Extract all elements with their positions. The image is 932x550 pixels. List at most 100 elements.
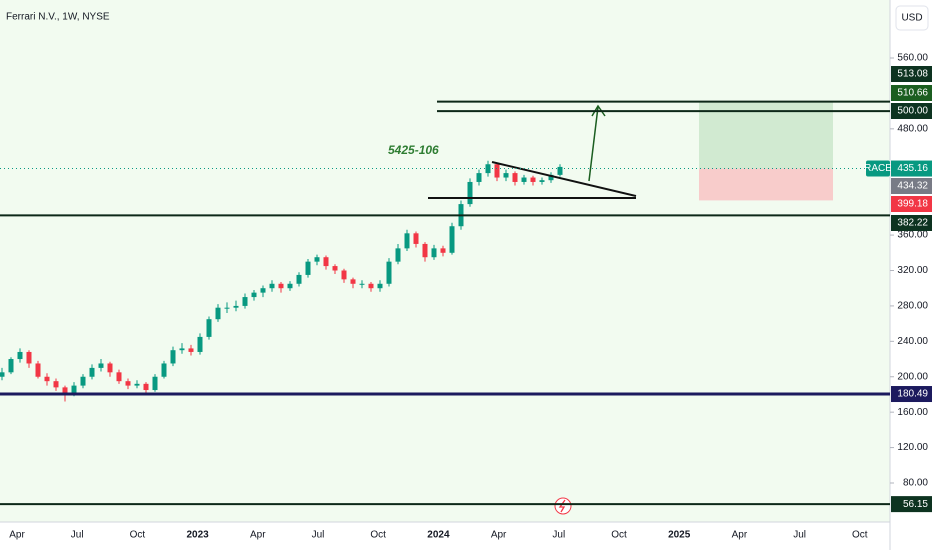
time-tick-label: Oct: [611, 530, 627, 541]
time-tick-label: Apr: [250, 530, 266, 541]
candle-body: [404, 233, 410, 249]
candle-body: [71, 385, 77, 395]
candle-body: [368, 283, 374, 289]
plot-background: [0, 0, 890, 522]
level-badge: [891, 496, 932, 513]
time-tick-label: Jul: [71, 530, 84, 541]
candle-body: [62, 387, 68, 395]
candle-body: [179, 348, 185, 351]
time-tick-label: Oct: [130, 530, 146, 541]
level-badge: [891, 386, 932, 403]
level-label: 513.08: [897, 69, 928, 80]
candle-body: [80, 376, 86, 386]
price-tick-label: 120.00: [897, 442, 928, 453]
time-tick-label: Oct: [852, 530, 868, 541]
candle-body: [377, 283, 383, 289]
level-badge: [891, 85, 932, 101]
candle-body: [161, 363, 167, 377]
level-label: 382.22: [897, 218, 928, 229]
currency[interactable]: USD: [901, 13, 922, 24]
candle-body: [449, 226, 455, 253]
price-tick-label: 240.00: [897, 336, 928, 347]
candle-body: [521, 177, 527, 182]
candle-body: [323, 257, 329, 267]
projection-arrow: [588, 106, 599, 182]
candle-body: [35, 363, 41, 377]
candle-body: [242, 297, 248, 306]
candle-body: [350, 279, 356, 284]
price-badge: [891, 160, 932, 177]
candle-body: [341, 270, 347, 280]
time-tick-label: Jul: [793, 530, 806, 541]
time-tick-label: Oct: [370, 530, 386, 541]
annotation: 5425-106: [388, 143, 439, 157]
level-label: 500.00: [897, 106, 928, 117]
time-axis-panel: [0, 522, 890, 550]
candle-body: [125, 381, 131, 386]
candle-body: [251, 292, 257, 298]
candle-body: [467, 181, 473, 205]
candle-body: [530, 177, 536, 182]
loss-zone: [699, 168, 833, 201]
candle-body: [359, 283, 365, 285]
candle-body: [26, 351, 32, 364]
candle-body: [152, 376, 158, 391]
price-tick-label: 280.00: [897, 301, 928, 312]
candle-body: [44, 376, 50, 382]
time-tick-label: Apr: [732, 530, 748, 541]
candle-body: [170, 350, 176, 364]
candle-body: [395, 248, 401, 262]
candle-body: [116, 372, 122, 382]
level-badge: [891, 215, 932, 231]
time-tick-label: 2025: [668, 530, 691, 541]
candle-body: [539, 180, 545, 182]
pattern-resistance: [491, 161, 637, 197]
profit-zone: [699, 101, 833, 169]
candle-body: [0, 372, 5, 377]
candle-body: [386, 261, 392, 284]
candle-body: [98, 363, 104, 368]
price-tick-label: 80.00: [903, 478, 928, 489]
candle-body: [476, 173, 482, 182]
level-label: 510.66: [897, 88, 928, 99]
chart-title: Ferrari N.V., 1W, NYSE: [6, 12, 110, 23]
candle-body: [197, 336, 203, 352]
candle-body: [215, 307, 221, 320]
candle-body: [422, 243, 428, 258]
level-label: 56.15: [903, 499, 928, 510]
time-tick-label: Apr: [491, 530, 507, 541]
candle-body: [314, 257, 320, 262]
price-tick-label: 480.00: [897, 123, 928, 134]
candle-body: [296, 274, 302, 284]
alert-icon[interactable]: [554, 497, 572, 515]
candle-body: [512, 173, 518, 182]
candle-body: [413, 233, 419, 244]
level-badge: [891, 178, 932, 194]
level-badge: [891, 103, 932, 119]
price-label: 435.16: [897, 163, 928, 174]
level-label: 434.32: [897, 181, 928, 192]
candle-body: [269, 283, 275, 289]
candle-body: [89, 367, 95, 377]
level-badge: [891, 196, 932, 212]
candle-body: [287, 283, 293, 289]
symbol-badge: [866, 160, 890, 177]
candle-body: [278, 283, 284, 289]
candle-body: [17, 351, 23, 360]
price-tick-label: 360.00: [897, 230, 928, 241]
candle-body: [305, 261, 311, 275]
price-tick-label: 160.00: [897, 407, 928, 418]
price-tick-label: 200.00: [897, 371, 928, 382]
candle-body: [233, 305, 239, 308]
level-badge: [891, 66, 932, 82]
candle-body: [206, 319, 212, 337]
candle-body: [557, 166, 563, 175]
currency-button[interactable]: [895, 5, 929, 31]
candle-body: [224, 307, 230, 309]
candle-body: [503, 173, 509, 178]
level-label: 399.18: [897, 199, 928, 210]
arrow-head: [591, 104, 606, 117]
candle-body: [8, 359, 14, 373]
